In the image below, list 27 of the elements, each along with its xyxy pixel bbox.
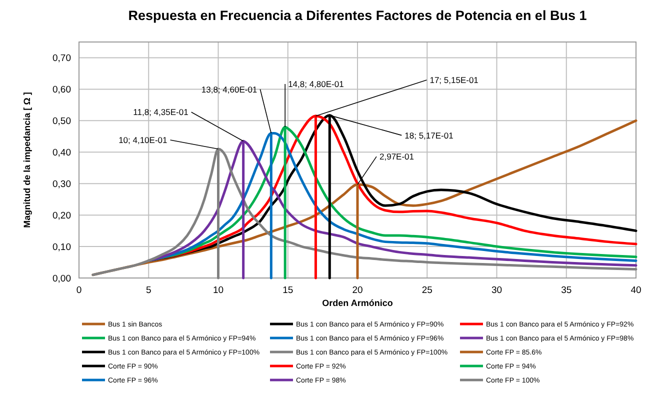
y-tick-label: 0,00 — [52, 274, 71, 284]
y-tick-label: 0,50 — [52, 116, 71, 128]
annotation: 11,8; 4,35E-01 — [133, 107, 189, 118]
y-tick-label: 0,20 — [52, 210, 71, 222]
x-tick-label: 35 — [561, 285, 572, 296]
y-tick-label: 0,40 — [52, 148, 71, 159]
annotation: 10; 4,10E-01 — [118, 134, 168, 145]
x-tick-label: 5 — [146, 285, 152, 296]
annotation: 13,8; 4,60E-01 — [201, 84, 258, 94]
annotation: 18; 5,17E-01 — [404, 130, 454, 140]
annotation: 2,97E-01 — [380, 152, 414, 162]
annotation: 14,8; 4,80E-01 — [288, 78, 344, 89]
chart-title: Respuesta en Frecuencia a Diferentes Factores de Potencia en el Bus 1 — [128, 8, 588, 23]
y-tick-label: 0,70 — [52, 53, 71, 64]
y-tick-label: 0,60 — [52, 84, 71, 96]
y-tick-label: 0,10 — [52, 242, 71, 254]
x-tick-label: 40 — [630, 285, 642, 296]
x-tick-label: 15 — [282, 285, 294, 296]
x-axis-title: Orden Armónico — [322, 298, 394, 308]
annotation: 17; 5,15E-01 — [430, 74, 479, 85]
y-axis-title: Magnitud de la impedancia [ Ω ] — [22, 92, 32, 228]
x-tick-label: 10 — [212, 285, 224, 296]
x-tick-label: 25 — [422, 285, 432, 296]
x-tick-label: 30 — [491, 285, 502, 296]
y-tick-label: 0,30 — [52, 179, 71, 190]
x-tick-label: 0 — [76, 285, 82, 296]
x-tick-label: 20 — [352, 285, 363, 296]
